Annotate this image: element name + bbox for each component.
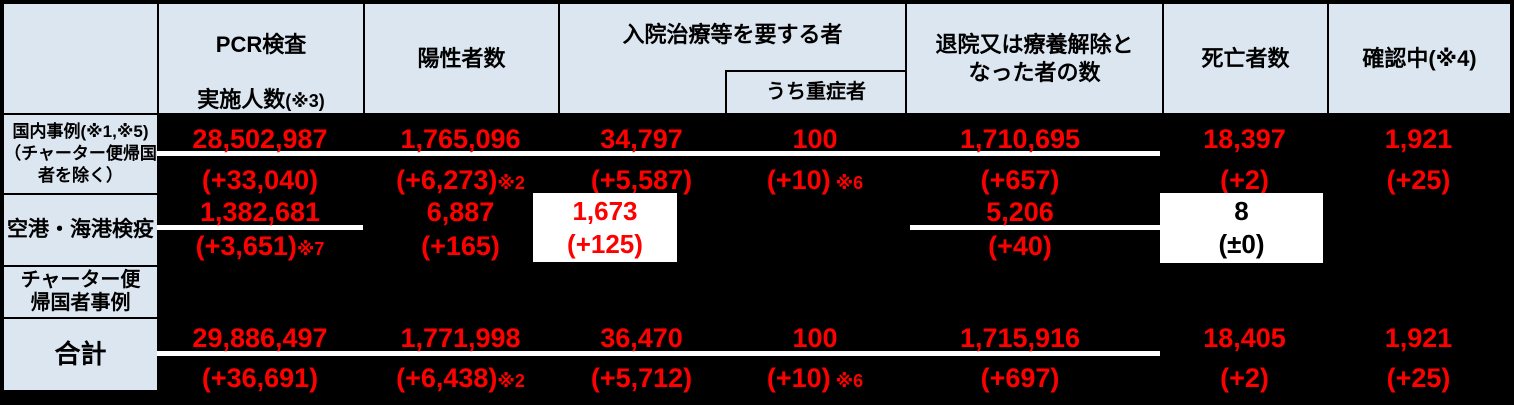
highlight-box-quarantine-deaths: 8 (±0) [1160,193,1323,263]
cell-domestic-confirming-delta: (+25) [1327,165,1510,195]
cell-domestic-severe-delta-text: (+10) [766,165,831,195]
cell-total-severe-delta: (+10) ※6 [725,363,905,393]
cell-total-hospitalized-delta-text: (+5,712) [590,363,693,393]
row-label-total: 合計 [2,317,159,392]
cell-domestic-hospitalized-value: 34,797 [600,124,683,154]
cell-total-hospitalized-value: 36,470 [600,323,683,353]
cell-total-hospitalized-delta: (+5,712) [558,363,725,393]
cell-total-pcr-delta: (+36,691) [157,363,363,393]
header-pcr-line1: PCR検査 [215,32,307,57]
divider-row-quarantine-discharged [910,225,1160,230]
cell-domestic-deaths-delta-text: (+2) [1220,165,1269,195]
cell-total-deaths-value: 18,405 [1203,323,1286,353]
header-pcr-note: (※3) [285,91,325,111]
cell-domestic-positive-delta: (+6,273)※2 [363,165,558,195]
cell-quarantine-pcr-delta-text: (+3,651) [195,231,297,261]
cell-total-positive-delta: (+6,438)※2 [363,363,558,393]
cell-quarantine-pcr-delta: (+3,651)※7 [157,231,363,261]
row-label-charter: チャーター便 帰国者事例 [2,265,159,319]
header-cell-corner [2,2,159,115]
cell-domestic-pcr-value: 28,502,987 [192,124,328,154]
header-pcr-line2: 実施人数 [197,87,286,112]
cell-domestic-positive-delta-note: ※2 [497,173,525,193]
header-hospitalized-label: 入院治療等を要する者 [622,22,843,48]
cell-domestic-pcr-delta-text: (+33,040) [201,165,319,195]
cell-quarantine-discharged-value: 5,206 [986,197,1054,227]
cell-domestic-pcr-delta: (+33,040) [157,165,363,195]
cell-total-confirming-value: 1,921 [1384,323,1453,353]
cell-domestic-confirming-value: 1,921 [1384,124,1453,154]
header-discharged-label: 退院又は療養解除と なった者の数 [935,32,1134,85]
cell-domestic-discharged-delta: (+657) [905,165,1135,195]
cell-total-positive-delta-text: (+6,438) [396,363,498,393]
row-label-domestic-text: 国内事例(※1,※5) （チャーター便帰国 者を除く） [4,121,157,186]
header-severe-label: うち重症者 [766,81,866,103]
cell-total-positive-value: 1,771,998 [400,323,521,353]
cell-total-positive-delta-note: ※2 [497,371,525,391]
cell-domestic-confirming-delta-text: (+25) [1386,165,1451,195]
row-label-domestic: 国内事例(※1,※5) （チャーター便帰国 者を除く） [2,113,159,195]
cell-domestic-positive-delta-text: (+6,273) [396,165,498,195]
cell-domestic-hospitalized-delta-text: (+5,587) [590,165,693,195]
cell-total-deaths-delta-text: (+2) [1220,363,1269,393]
header-cell-discharged: 退院又は療養解除と なった者の数 [905,2,1164,115]
cell-quarantine-discharged-delta-text: (+40) [988,231,1052,261]
cell-quarantine-positive-value: 6,887 [426,197,495,227]
cell-quarantine-positive-delta-text: (+165) [421,231,500,261]
header-positive-label: 陽性者数 [417,45,506,71]
cell-domestic-severe-delta: (+10) ※6 [725,165,905,195]
cell-domestic-severe-delta-note: ※6 [830,173,864,193]
header-cell-deaths: 死亡者数 [1162,2,1329,115]
cell-quarantine-deaths-delta: (±0) [1218,229,1265,259]
header-confirming-label: 確認中(※4) [1362,45,1477,71]
header-cell-severe: うち重症者 [725,70,907,115]
header-cell-confirming: 確認中(※4) [1327,2,1512,115]
header-cell-pcr: PCR検査 実施人数(※3) [157,2,365,115]
cell-quarantine-pcr-value: 1,382,681 [199,197,321,227]
cell-quarantine-deaths-value: 8 [1234,196,1249,226]
cell-total-severe-delta-text: (+10) [766,363,831,393]
cell-domestic-hospitalized-delta: (+5,587) [558,165,725,195]
cell-total-pcr-value: 29,886,497 [192,323,328,353]
cell-total-severe-value: 100 [792,323,838,353]
highlight-box-quarantine-hospitalized: 1,673 (+125) [533,193,677,262]
cell-domestic-positive-value: 1,765,096 [400,124,521,154]
cell-quarantine-hospitalized-delta: (+125) [567,228,643,259]
cell-total-discharged-value: 1,715,916 [959,323,1081,353]
cell-quarantine-positive-delta: (+165) [363,231,558,261]
row-label-total-text: 合計 [54,339,107,370]
cell-domestic-deaths-value: 18,397 [1203,124,1286,154]
cell-domestic-discharged-value: 1,710,695 [959,124,1081,154]
cell-total-pcr-delta-text: (+36,691) [201,363,319,393]
row-label-quarantine: 空港・海港検疫 [2,193,159,267]
cell-total-discharged-delta: (+697) [905,363,1135,393]
cell-quarantine-discharged-delta: (+40) [905,231,1135,261]
header-cell-positive: 陽性者数 [363,2,560,115]
divider-row-domestic [157,151,1160,156]
cell-total-discharged-delta-text: (+697) [980,363,1060,393]
cell-quarantine-pcr-delta-note: ※7 [296,239,325,259]
cell-domestic-deaths-delta: (+2) [1162,165,1327,195]
row-label-charter-text: チャーター便 帰国者事例 [20,269,141,314]
header-deaths-label: 死亡者数 [1201,45,1290,71]
cell-total-severe-delta-note: ※6 [830,371,864,391]
divider-row-total [157,351,1160,356]
row-label-quarantine-text: 空港・海港検疫 [7,217,154,241]
cell-total-deaths-delta: (+2) [1162,363,1327,393]
cell-domestic-severe-value: 100 [792,124,838,154]
cell-total-confirming-delta: (+25) [1327,363,1510,393]
cell-domestic-discharged-delta-text: (+657) [980,165,1060,195]
divider-row-quarantine-pcr [157,225,363,230]
cell-total-confirming-delta-text: (+25) [1386,363,1451,393]
cell-quarantine-hospitalized-value: 1,673 [572,195,638,226]
